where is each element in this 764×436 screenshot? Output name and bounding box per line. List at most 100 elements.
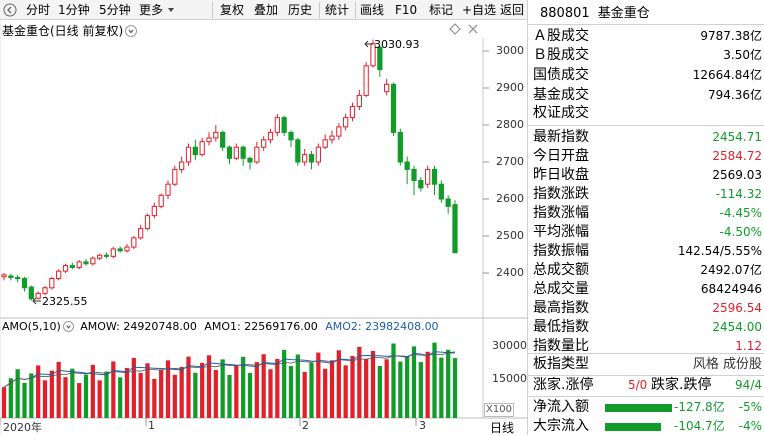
- candle[interactable]: [397, 131, 403, 163]
- amo-indicator-title[interactable]: AMO(5,10) AMOW: 24920748.00 AMO1: 225691…: [2, 320, 439, 333]
- candle[interactable]: [76, 261, 82, 268]
- candle[interactable]: [151, 205, 157, 217]
- stats-button[interactable]: 统计: [325, 3, 350, 17]
- candle[interactable]: [302, 154, 308, 163]
- candle[interactable]: [431, 168, 438, 185]
- diamond-icon[interactable]: [448, 22, 462, 36]
- back-icon[interactable]: [3, 3, 17, 17]
- candle[interactable]: [1, 274, 7, 278]
- mark-button[interactable]: 标记: [429, 3, 454, 17]
- chevron-down-icon[interactable]: [62, 321, 74, 332]
- quote-label: 国债成交: [533, 67, 589, 83]
- candle[interactable]: [21, 278, 28, 289]
- f10-button[interactable]: F10: [395, 3, 418, 17]
- candlestick-chart[interactable]: [0, 0, 527, 435]
- quote-row: 昨日收盘 2569.03: [533, 166, 762, 185]
- volume-bar: [309, 362, 314, 418]
- candle[interactable]: [438, 183, 444, 200]
- candle[interactable]: [117, 248, 123, 252]
- candle[interactable]: [69, 265, 75, 268]
- candle[interactable]: [274, 117, 280, 133]
- block-inflow-bar: [605, 423, 661, 431]
- tab-more[interactable]: 更多: [139, 2, 175, 18]
- candle[interactable]: [377, 46, 383, 70]
- candle[interactable]: [445, 198, 451, 207]
- candle[interactable]: [329, 135, 335, 141]
- candle[interactable]: [220, 131, 226, 148]
- candle[interactable]: [226, 146, 233, 159]
- quote-row: Ｂ股成交 3.50亿: [533, 46, 762, 65]
- chart-title[interactable]: 基金重仓(日线 前复权): [2, 22, 138, 39]
- adjust-button[interactable]: 复权: [220, 3, 245, 17]
- quote-label: 总成交额: [533, 262, 589, 278]
- candle[interactable]: [308, 154, 315, 163]
- candle[interactable]: [295, 139, 301, 163]
- volume-bar: [446, 349, 451, 418]
- candle[interactable]: [356, 94, 362, 108]
- candle[interactable]: [131, 237, 137, 248]
- candle[interactable]: [185, 146, 192, 163]
- candle[interactable]: [179, 161, 185, 170]
- candle[interactable]: [124, 246, 130, 252]
- candle[interactable]: [404, 161, 410, 170]
- add-favorite-button[interactable]: +自选: [462, 3, 497, 17]
- candle[interactable]: [322, 139, 328, 148]
- candle[interactable]: [390, 83, 397, 133]
- candle[interactable]: [343, 117, 349, 128]
- candle[interactable]: [28, 286, 34, 300]
- candle[interactable]: [42, 287, 48, 294]
- candle[interactable]: [103, 254, 110, 257]
- history-button[interactable]: 历史: [288, 3, 313, 17]
- candle[interactable]: [425, 168, 431, 185]
- candle[interactable]: [144, 215, 151, 230]
- candle[interactable]: [165, 183, 171, 196]
- candle[interactable]: [384, 83, 390, 93]
- candle[interactable]: [8, 275, 14, 278]
- tab-5min[interactable]: 5分钟: [99, 3, 131, 17]
- candle[interactable]: [172, 168, 178, 185]
- candle[interactable]: [138, 228, 144, 239]
- candle[interactable]: [192, 146, 198, 156]
- close-icon[interactable]: [466, 22, 480, 36]
- candle[interactable]: [267, 131, 274, 141]
- candle[interactable]: [56, 270, 62, 280]
- volume-bar: [152, 378, 157, 418]
- candle[interactable]: [213, 131, 219, 139]
- candle[interactable]: [452, 204, 458, 254]
- candle[interactable]: [418, 180, 424, 189]
- candle[interactable]: [288, 131, 294, 141]
- tab-intraday[interactable]: 分时: [26, 3, 51, 17]
- candle[interactable]: [35, 292, 41, 299]
- index-type-value[interactable]: 风格 成份股: [692, 357, 762, 372]
- volume-bar: [63, 377, 68, 418]
- net-inflow-row: 净流入额 -127.8亿 -5%: [533, 398, 762, 417]
- candle[interactable]: [233, 146, 239, 159]
- candle[interactable]: [15, 276, 21, 280]
- candle[interactable]: [97, 254, 103, 259]
- candle[interactable]: [247, 157, 253, 163]
- candle[interactable]: [49, 278, 55, 289]
- candle[interactable]: [281, 117, 287, 133]
- tab-1min[interactable]: 1分钟: [58, 3, 90, 17]
- candle[interactable]: [315, 146, 321, 163]
- candle[interactable]: [206, 137, 212, 143]
- candle[interactable]: [62, 265, 69, 272]
- candle[interactable]: [261, 139, 267, 148]
- candle[interactable]: [240, 146, 246, 159]
- quote-row: 国债成交 12664.84亿: [533, 66, 762, 85]
- candle[interactable]: [83, 261, 89, 265]
- candle[interactable]: [411, 168, 417, 181]
- chevron-down-icon[interactable]: [125, 25, 138, 37]
- draw-button[interactable]: 画线: [360, 3, 385, 17]
- candle[interactable]: [158, 194, 164, 207]
- candle[interactable]: [90, 257, 96, 265]
- overlay-button[interactable]: 叠加: [254, 3, 279, 17]
- candle[interactable]: [254, 146, 260, 163]
- period-label[interactable]: 日线: [490, 421, 515, 435]
- back-button[interactable]: 返回: [500, 3, 525, 17]
- candle[interactable]: [363, 65, 369, 96]
- candle[interactable]: [336, 126, 342, 137]
- candle[interactable]: [110, 248, 116, 257]
- candle[interactable]: [349, 106, 356, 119]
- candle[interactable]: [199, 141, 205, 156]
